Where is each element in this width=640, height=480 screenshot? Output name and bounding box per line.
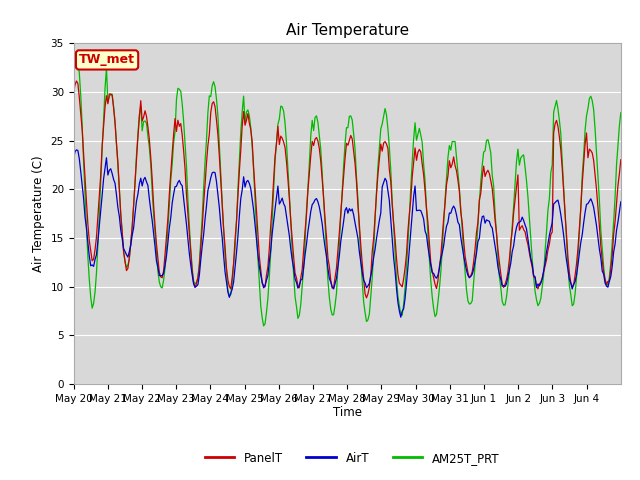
PanelT <box>544 247 552 253</box>
PanelT <box>616 171 623 177</box>
PanelT <box>353 179 360 185</box>
AM25T_PRT <box>70 67 77 72</box>
AirT <box>544 241 552 247</box>
AM25T_PRT <box>72 49 80 55</box>
PanelT <box>72 78 80 84</box>
Line: AirT: AirT <box>74 150 621 317</box>
AirT <box>397 314 404 320</box>
Line: AM25T_PRT: AM25T_PRT <box>74 52 621 326</box>
AM25T_PRT <box>463 287 470 293</box>
Y-axis label: Air Temperature (C): Air Temperature (C) <box>32 156 45 272</box>
Line: PanelT: PanelT <box>74 81 621 298</box>
AirT <box>617 199 625 204</box>
Text: TW_met: TW_met <box>79 53 135 66</box>
AM25T_PRT <box>617 110 625 116</box>
AirT <box>70 156 77 162</box>
AM25T_PRT <box>616 123 623 129</box>
PanelT <box>363 295 371 301</box>
PanelT <box>463 262 470 267</box>
Title: Air Temperature: Air Temperature <box>285 23 409 38</box>
PanelT <box>70 89 77 95</box>
AM25T_PRT <box>260 323 268 329</box>
AM25T_PRT <box>90 300 97 306</box>
AirT <box>463 267 470 273</box>
PanelT <box>90 256 97 262</box>
X-axis label: Time: Time <box>333 407 362 420</box>
AirT <box>107 166 115 172</box>
AM25T_PRT <box>107 91 115 97</box>
AirT <box>353 228 360 233</box>
AM25T_PRT <box>354 196 362 202</box>
AM25T_PRT <box>544 207 552 213</box>
AirT <box>616 209 623 215</box>
PanelT <box>617 157 625 163</box>
AirT <box>72 147 80 153</box>
PanelT <box>107 91 115 97</box>
AirT <box>90 264 97 269</box>
Legend: PanelT, AirT, AM25T_PRT: PanelT, AirT, AM25T_PRT <box>200 447 504 469</box>
